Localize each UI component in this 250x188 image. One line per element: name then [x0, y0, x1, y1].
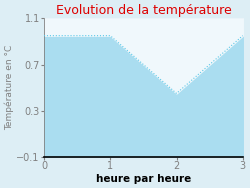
Title: Evolution de la température: Evolution de la température — [56, 4, 231, 17]
Y-axis label: Température en °C: Température en °C — [4, 45, 14, 130]
X-axis label: heure par heure: heure par heure — [96, 174, 191, 184]
